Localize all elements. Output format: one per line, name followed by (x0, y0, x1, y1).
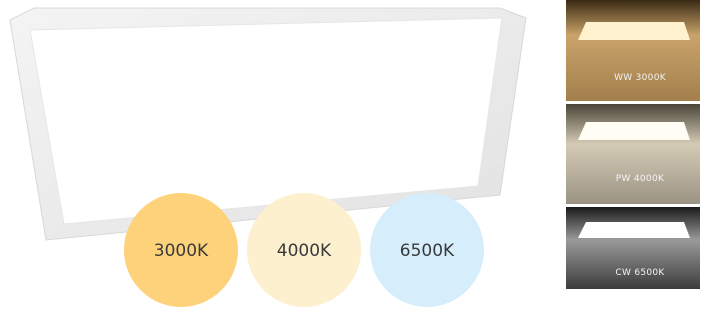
page: 3000K 4000K 6500K WW 3000K PW 4000K CW 6… (0, 0, 701, 310)
swatches: WW 3000K PW 4000K CW 6500K (566, 0, 700, 289)
circle-label: 4000K (277, 241, 332, 261)
swatch-label: CW 6500K (615, 268, 665, 278)
scene: 3000K 4000K 6500K WW 3000K PW 4000K CW 6… (0, 0, 701, 310)
swatch-natural (566, 104, 700, 204)
color-circles: 3000K 4000K 6500K (124, 193, 484, 307)
circle-label: 6500K (400, 241, 455, 261)
swatch-warm (566, 0, 700, 101)
swatch-label: WW 3000K (614, 73, 667, 83)
circle-label: 3000K (154, 241, 209, 261)
swatch-label: PW 4000K (616, 174, 665, 184)
